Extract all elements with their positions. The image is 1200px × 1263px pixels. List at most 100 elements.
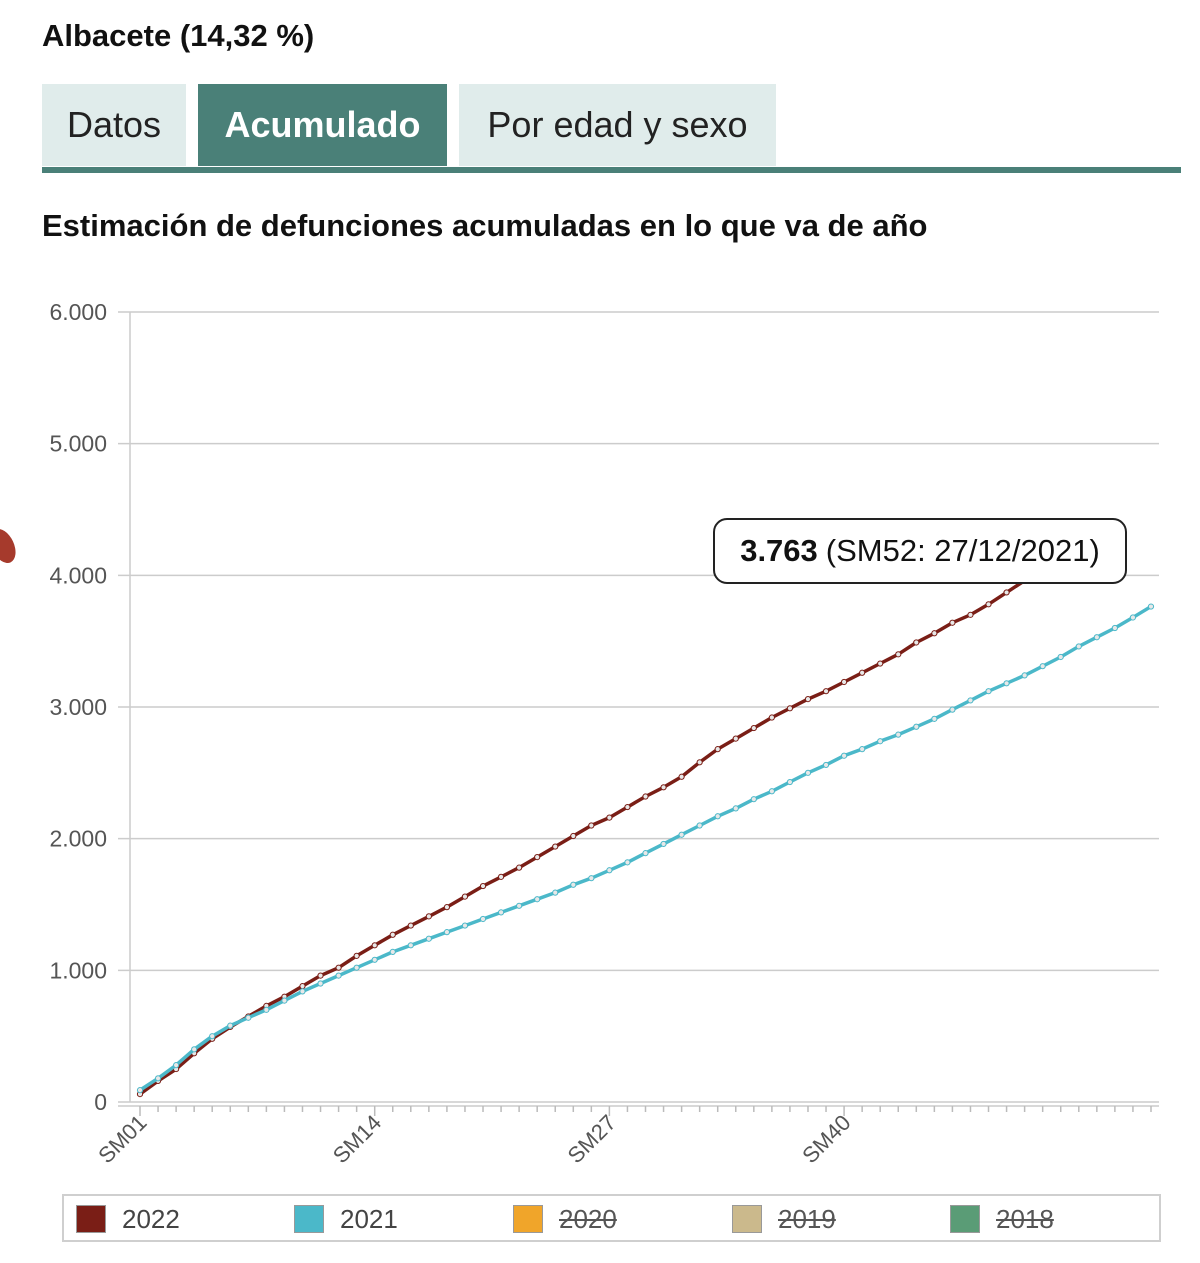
chart-tooltip: 3.763 (SM52: 27/12/2021) [713, 518, 1127, 584]
data-point-2021 [840, 752, 848, 759]
data-point-2022 [696, 759, 703, 766]
data-point-2021 [913, 723, 920, 730]
legend-item-2020[interactable]: 2020 [513, 1204, 617, 1234]
data-point-2021 [931, 715, 938, 722]
data-point-2022 [678, 773, 685, 780]
data-point-2021 [1111, 624, 1118, 632]
x-tick-label: SM14 [328, 1110, 386, 1168]
data-point-2022 [443, 904, 451, 911]
data-point-2022 [768, 714, 775, 721]
legend-label: 2022 [122, 1203, 180, 1234]
data-point-2021 [750, 796, 757, 803]
data-point-2022 [804, 696, 812, 703]
data-point-2021 [1147, 603, 1155, 610]
legend-swatch [513, 1205, 543, 1233]
data-point-2022 [931, 630, 938, 637]
data-point-2021 [335, 972, 342, 979]
data-point-2021 [1129, 614, 1137, 621]
data-point-2022 [822, 688, 830, 695]
legend-swatch [294, 1205, 324, 1233]
data-point-2022 [606, 814, 613, 821]
data-point-2021 [281, 997, 288, 1004]
data-point-2022 [732, 735, 739, 742]
data-point-2021 [1039, 663, 1046, 670]
legend-label: 2018 [996, 1203, 1054, 1234]
data-point-2021 [714, 813, 721, 820]
data-point-2022 [335, 964, 342, 971]
data-point-2021 [949, 706, 956, 713]
data-point-2021 [1057, 653, 1064, 661]
legend-label: 2019 [778, 1203, 836, 1234]
y-tick-label: 5.000 [49, 431, 107, 457]
data-point-2021 [570, 881, 577, 888]
data-point-2022 [516, 864, 523, 871]
tab-bar: Datos Acumulado Por edad y sexo [42, 84, 1181, 170]
legend-item-2021[interactable]: 2021 [294, 1204, 398, 1234]
legend-swatch [732, 1205, 762, 1233]
data-point-2021 [804, 769, 812, 776]
data-point-2022 [588, 822, 595, 829]
data-point-2021 [209, 1033, 216, 1040]
data-point-2022 [407, 922, 414, 929]
tab-datos[interactable]: Datos [42, 84, 186, 166]
data-point-2021 [191, 1046, 198, 1053]
series-line-2021 [139, 605, 1152, 1092]
chart-legend: 2022 2021 2020 2019 2018 [62, 1194, 1161, 1242]
tooltip-detail: (SM52: 27/12/2021) [825, 533, 1100, 568]
y-tick-label: 4.000 [49, 562, 107, 588]
legend-item-2019[interactable]: 2019 [732, 1204, 836, 1234]
data-point-2021 [822, 761, 830, 769]
data-point-2022 [949, 619, 956, 626]
data-point-2021 [407, 942, 414, 949]
data-point-2021 [136, 1087, 144, 1094]
data-point-2021 [154, 1075, 162, 1082]
data-point-2022 [317, 972, 324, 979]
tab-acumulado[interactable]: Acumulado [198, 84, 447, 166]
legend-label: 2021 [340, 1203, 398, 1234]
data-point-2021 [678, 831, 685, 838]
data-point-2021 [443, 929, 451, 936]
data-point-2022 [967, 611, 974, 618]
y-tick-label: 3.000 [49, 694, 107, 720]
legend-swatch [76, 1205, 106, 1233]
tab-por-edad-y-sexo[interactable]: Por edad y sexo [459, 84, 776, 166]
data-point-2021 [732, 805, 739, 812]
line-chart: 0 1.000 2.000 3.000 4.000 5.000 6.000 SM01 SM14 S… [49, 299, 1159, 1168]
data-point-2022 [1003, 589, 1010, 596]
data-point-2021 [660, 840, 667, 848]
data-point-2021 [967, 697, 974, 704]
data-point-2021 [389, 948, 396, 956]
data-point-2021 [1021, 672, 1028, 679]
data-point-2021 [425, 935, 432, 942]
data-point-2021 [516, 902, 523, 909]
data-point-2021 [497, 909, 505, 916]
data-point-2022 [985, 601, 992, 608]
data-point-2021 [534, 896, 541, 903]
legend-label: 2020 [559, 1203, 617, 1234]
data-point-2022 [913, 639, 920, 646]
data-point-2022 [859, 669, 866, 676]
data-point-2022 [552, 843, 559, 850]
data-point-2022 [624, 803, 631, 811]
data-point-2021 [877, 738, 884, 745]
y-tick-label: 2.000 [49, 826, 107, 852]
data-point-2021 [227, 1022, 234, 1029]
data-point-2022 [479, 882, 487, 890]
legend-swatch [950, 1205, 980, 1233]
legend-item-2022[interactable]: 2022 [76, 1204, 180, 1234]
data-point-2021 [642, 850, 649, 857]
data-point-2021 [624, 859, 631, 866]
legend-item-2018[interactable]: 2018 [950, 1204, 1054, 1234]
data-point-2022 [425, 913, 432, 920]
data-point-2022 [786, 705, 794, 712]
data-point-2021 [1003, 680, 1010, 687]
data-point-2022 [497, 873, 505, 880]
region-title: Albacete (14,32 %) [42, 18, 315, 53]
data-point-2021 [353, 964, 360, 971]
chart-title: Estimación de defunciones acumuladas en … [42, 208, 928, 243]
data-point-2021 [461, 922, 469, 929]
data-point-2022 [642, 793, 649, 800]
y-tick-label: 6.000 [49, 299, 107, 325]
data-point-2022 [570, 832, 577, 840]
data-point-2022 [660, 784, 667, 791]
